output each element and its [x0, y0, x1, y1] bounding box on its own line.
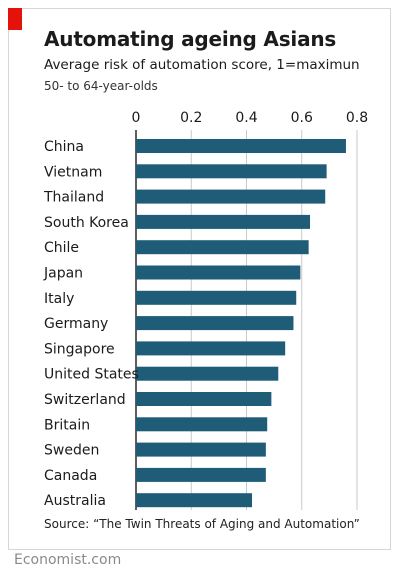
category-label: Canada — [44, 468, 97, 484]
bars — [136, 139, 346, 508]
category-label: Vietnam — [44, 164, 102, 180]
category-label: Thailand — [43, 190, 104, 206]
category-labels: China Vietnam Thailand South Korea Chile Japa… — [43, 139, 139, 509]
bar — [136, 316, 294, 331]
x-tick-label: 0 — [132, 110, 141, 126]
red-accent-tab — [8, 8, 22, 30]
category-label: Germany — [44, 316, 108, 332]
bar — [136, 139, 346, 153]
category-label: Singapore — [44, 341, 115, 357]
chart-title: Automating ageing Asians — [44, 27, 337, 51]
bar — [136, 493, 253, 508]
category-label: China — [44, 139, 84, 155]
bar — [136, 265, 301, 280]
x-tick-label: 0.4 — [235, 110, 257, 126]
category-label: Switzerland — [44, 392, 126, 408]
category-label: Japan — [43, 266, 83, 282]
bar — [136, 189, 326, 204]
category-label: Britain — [44, 417, 90, 433]
bar — [136, 341, 286, 356]
bar — [136, 240, 309, 255]
x-tick-label: 0.6 — [291, 110, 313, 126]
bar — [136, 467, 266, 482]
category-label: South Korea — [44, 215, 129, 231]
brand-footer: Economist.com — [14, 552, 122, 568]
bar — [136, 164, 327, 179]
category-label: Chile — [44, 240, 79, 256]
x-tick-label: 0.8 — [346, 110, 368, 126]
bar — [136, 392, 272, 406]
chart-subtitle-age-group: 50- to 64-year-olds — [44, 79, 158, 93]
category-label: Australia — [44, 493, 106, 509]
bar — [136, 214, 311, 229]
category-label: Sweden — [44, 443, 99, 459]
x-axis-ticks: 0 0.2 0.4 0.6 0.8 — [132, 110, 369, 126]
bar — [136, 366, 279, 381]
x-tick-label: 0.2 — [180, 110, 202, 126]
source-note: Source: “The Twin Threats of Aging and A… — [44, 517, 360, 531]
category-label: Italy — [44, 291, 74, 307]
bar — [136, 442, 266, 457]
chart-subtitle: Average risk of automation score, 1=maxi… — [44, 57, 360, 73]
bar — [136, 290, 297, 305]
category-label: United States — [44, 367, 139, 383]
bar — [136, 417, 268, 432]
